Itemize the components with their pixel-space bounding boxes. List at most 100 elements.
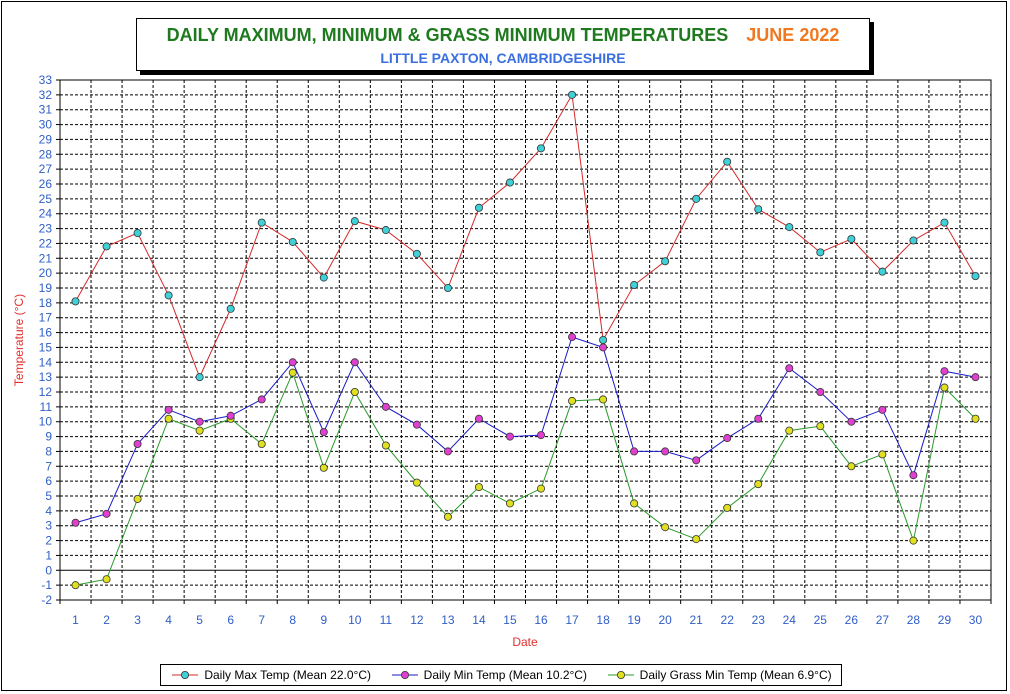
y-tick-label: 16 [39, 326, 53, 340]
series-2-point [71, 581, 80, 590]
series-2-point [474, 483, 483, 492]
series-0-point [288, 237, 297, 246]
chart-subtitle: LITTLE PAXTON, CAMBRIDGESHIRE [380, 50, 626, 66]
y-tick-label: 1 [45, 548, 52, 562]
y-tick-label: 7 [45, 459, 52, 473]
y-tick-label: 20 [39, 266, 53, 280]
x-tick-label: 14 [472, 613, 486, 627]
series-2-point [692, 535, 701, 544]
series-2-point [816, 422, 825, 431]
y-tick-label: 18 [39, 296, 53, 310]
series-2-point [909, 536, 918, 545]
series-0-point [692, 194, 701, 203]
series-2-point [599, 395, 608, 404]
x-tick-label: 26 [845, 613, 859, 627]
series-1-point [723, 434, 732, 443]
series-2-point [785, 426, 794, 435]
series-0-point [630, 281, 639, 290]
y-tick-label: 19 [39, 281, 53, 295]
series-layer [71, 90, 980, 590]
y-tick-label: 2 [45, 534, 52, 548]
series-1-point [754, 414, 763, 423]
series-0-point [195, 373, 204, 382]
series-2-point [102, 575, 111, 584]
x-axis-title: Date [512, 635, 538, 649]
legend-swatch [172, 671, 199, 679]
series-0-point [257, 218, 266, 227]
series-0-point [909, 236, 918, 245]
series-1-point [443, 447, 452, 456]
series-1-point [350, 358, 359, 367]
chart-title: DAILY MAXIMUM, MINIMUM & GRASS MINIMUM T… [166, 25, 729, 45]
series-2-point [443, 512, 452, 521]
x-tick-label: 27 [876, 613, 890, 627]
series-0-point [568, 90, 577, 99]
series-1-point [971, 373, 980, 382]
x-tick-label: 20 [658, 613, 672, 627]
series-1-point [505, 432, 514, 441]
x-tick-label: 1 [72, 613, 79, 627]
series-0-point [505, 178, 514, 187]
series-2-point [878, 450, 887, 459]
series-0-point [785, 223, 794, 232]
series-1-point [226, 411, 235, 420]
legend-swatch [391, 671, 418, 679]
series-0-point [412, 249, 421, 258]
series-0-point [537, 144, 546, 153]
series-2-point [381, 441, 390, 450]
series-2-point [723, 503, 732, 512]
series-1-point [474, 414, 483, 423]
y-tick-label: 5 [45, 489, 52, 503]
series-2-point [319, 463, 328, 472]
y-tick-label: 9 [45, 430, 52, 444]
legend-swatch-marker [400, 671, 409, 679]
series-1-point [319, 428, 328, 437]
y-tick-label: 32 [39, 88, 53, 102]
series-1-point [412, 420, 421, 429]
series-2-point [971, 414, 980, 423]
x-tick-label: 24 [783, 613, 797, 627]
x-tick-label: 15 [503, 613, 517, 627]
series-1-point [71, 518, 80, 527]
x-tick-label: 3 [134, 613, 141, 627]
series-0-point [133, 229, 142, 238]
series-0-point [723, 157, 732, 166]
y-tick-label: 29 [39, 132, 53, 146]
y-tick-label: 15 [39, 340, 53, 354]
series-0-point [878, 267, 887, 276]
series-2-point [568, 396, 577, 405]
x-tick-label: 7 [258, 613, 265, 627]
y-tick-label: 13 [39, 370, 53, 384]
series-2-point [505, 499, 514, 508]
legend: Daily Max Temp (Mean 22.0°C) Daily Min Te… [160, 664, 842, 686]
series-0-point [816, 248, 825, 257]
x-tick-label: 30 [969, 613, 983, 627]
series-0-point [754, 205, 763, 214]
y-tick-label: 14 [39, 355, 53, 369]
series-1-point [630, 447, 639, 456]
x-tick-label: 8 [289, 613, 296, 627]
y-tick-label: 4 [45, 504, 52, 518]
series-1-point [257, 395, 266, 404]
series-1-point [599, 343, 608, 352]
x-tick-label: 17 [565, 613, 579, 627]
series-1-point [195, 417, 204, 426]
y-tick-label: 3 [45, 519, 52, 533]
series-2-point [661, 523, 670, 532]
y-axis-title: Temperature (°C) [12, 294, 26, 386]
y-tick-label: 22 [39, 236, 53, 250]
series-0-point [599, 335, 608, 344]
series-line-1 [75, 336, 976, 524]
chart-month: JUNE 2022 [746, 25, 840, 45]
legend-item: Daily Min Temp (Mean 10.2°C) [390, 668, 587, 682]
x-tick-label: 18 [596, 613, 610, 627]
y-tick-label: 33 [39, 73, 53, 87]
series-0-point [474, 203, 483, 212]
series-2-point [847, 462, 856, 471]
y-tick-label: 31 [39, 103, 53, 117]
x-tick-label: 16 [534, 613, 548, 627]
series-0-point [71, 297, 80, 306]
series-1-point [909, 471, 918, 480]
x-tick-label: 19 [627, 613, 641, 627]
